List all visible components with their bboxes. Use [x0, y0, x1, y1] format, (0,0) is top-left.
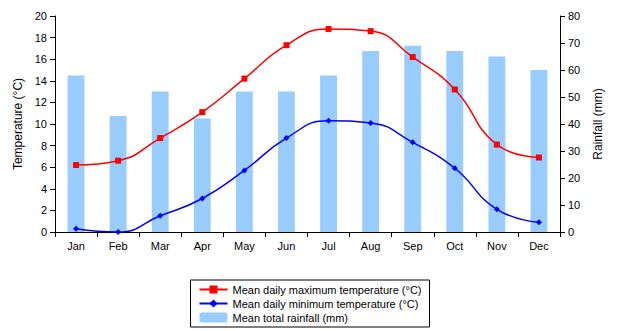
svg-text:70: 70	[568, 37, 580, 49]
svg-text:Dec: Dec	[529, 240, 549, 252]
svg-text:12: 12	[35, 96, 47, 108]
svg-text:16: 16	[35, 53, 47, 65]
svg-text:20: 20	[568, 172, 580, 184]
svg-text:6: 6	[41, 161, 47, 173]
svg-text:18: 18	[35, 32, 47, 44]
svg-text:0: 0	[41, 226, 47, 238]
svg-text:Jun: Jun	[278, 240, 296, 252]
svg-text:4: 4	[41, 183, 47, 195]
svg-text:50: 50	[568, 91, 580, 103]
svg-text:Aug: Aug	[361, 240, 381, 252]
svg-text:0: 0	[568, 226, 574, 238]
svg-text:10: 10	[568, 199, 580, 211]
svg-text:Feb: Feb	[109, 240, 128, 252]
svg-text:14: 14	[35, 75, 47, 87]
svg-text:Jan: Jan	[67, 240, 85, 252]
svg-text:10: 10	[35, 118, 47, 130]
svg-text:Sep: Sep	[403, 240, 423, 252]
svg-text:Rainfall (mm): Rainfall (mm)	[591, 88, 605, 159]
svg-text:60: 60	[568, 64, 580, 76]
svg-text:40: 40	[568, 118, 580, 130]
svg-text:Mean daily minimum temperature: Mean daily minimum temperature (°C)	[232, 298, 418, 310]
svg-text:Mar: Mar	[151, 240, 170, 252]
svg-text:8: 8	[41, 140, 47, 152]
svg-text:Mean total rainfall (mm): Mean total rainfall (mm)	[232, 312, 348, 324]
svg-text:Temperature (°C): Temperature (°C)	[11, 78, 25, 170]
svg-text:May: May	[234, 240, 255, 252]
svg-text:20: 20	[35, 10, 47, 22]
svg-text:Apr: Apr	[194, 240, 211, 252]
svg-text:80: 80	[568, 10, 580, 22]
svg-text:Mean daily maximum temperature: Mean daily maximum temperature (°C)	[232, 284, 421, 296]
svg-text:Nov: Nov	[487, 240, 507, 252]
svg-text:Jul: Jul	[322, 240, 336, 252]
svg-text:30: 30	[568, 145, 580, 157]
svg-text:2: 2	[41, 204, 47, 216]
svg-text:Oct: Oct	[446, 240, 463, 252]
